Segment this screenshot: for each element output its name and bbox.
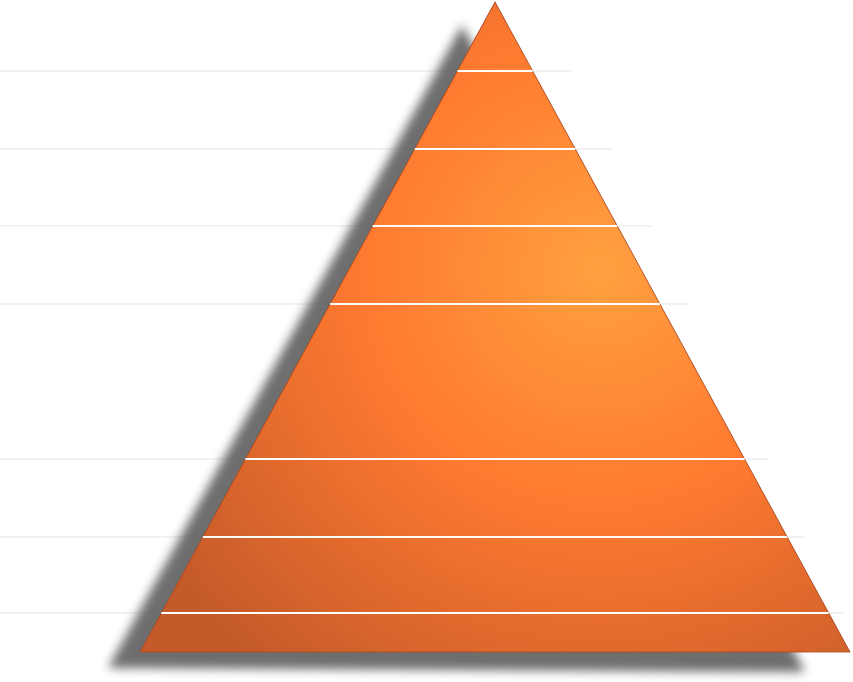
pyramid-body: [139, 1, 851, 653]
tier-shape: [457, 2, 532, 71]
pyramid-tier-5: [245, 304, 744, 459]
tier-shape: [203, 459, 787, 537]
tier-shape: [140, 613, 850, 652]
tier-shape: [245, 304, 744, 459]
pyramid-tier-1: [457, 2, 532, 71]
pyramid-tier-6: [203, 459, 787, 537]
pyramid-tier-8: [140, 613, 850, 652]
tier-shape: [161, 537, 828, 613]
pyramid-tier-4: [330, 226, 660, 304]
pyramid-tier-3: [373, 149, 618, 226]
pyramid-tiers: [140, 2, 850, 652]
tier-shape: [330, 226, 660, 304]
tier-shape: [373, 149, 618, 226]
pyramid-tier-7: [161, 537, 828, 613]
